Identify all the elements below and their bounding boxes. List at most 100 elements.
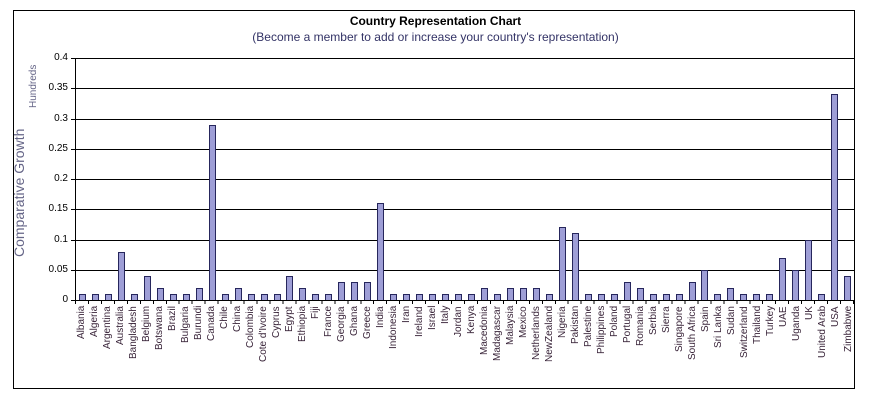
gridline: [76, 148, 854, 150]
bar-slot: [660, 293, 673, 300]
x-category-label: Turkey: [765, 306, 776, 337]
bar-Singapore: [675, 293, 683, 300]
bar-slot: [413, 293, 426, 300]
bar-Italy: [442, 293, 450, 300]
x-category-label: Bangladesh: [128, 306, 139, 359]
bar-slot: [322, 293, 335, 300]
y-tick-label: 0.05: [48, 263, 68, 275]
x-category-label: Greece: [362, 306, 373, 339]
x-category-label: Netherlands: [531, 306, 542, 360]
y-tick-mark: [71, 179, 75, 180]
x-category-label: Ethiopia: [297, 306, 308, 343]
bar-slot: [296, 287, 309, 300]
x-category-label: France: [323, 306, 334, 338]
x-category-label: Nigeria: [557, 306, 568, 338]
gridline: [76, 88, 854, 90]
y-tick-label: 0.35: [48, 82, 68, 94]
x-category-label: Zimbabwe: [843, 306, 854, 353]
x-category-label: Sudan: [726, 306, 737, 335]
y-tick-mark: [71, 239, 75, 241]
y-tick-label: 0.3: [54, 112, 68, 124]
bar-slot: [258, 293, 271, 300]
bar-slot: [206, 124, 219, 300]
bar-Mexico: [519, 287, 527, 300]
bar-slot: [595, 293, 608, 300]
bar-Kenya: [468, 293, 476, 300]
bar-slot: [154, 287, 167, 300]
bar-Greece: [364, 281, 372, 300]
bar-Bangladesh: [130, 293, 138, 300]
bar-slot: [128, 293, 141, 300]
x-category-label: Sri Lanka: [713, 306, 724, 349]
x-category-label: Cote d'Ivoire: [258, 306, 269, 362]
bar-Cote d'Ivoire: [260, 293, 268, 300]
x-category-label: Uganda: [791, 306, 802, 342]
bar-United Arab: [818, 293, 826, 300]
bar-USA: [831, 94, 839, 300]
y-tick-label: 0: [62, 294, 68, 305]
x-category-label: Kenya: [466, 306, 477, 335]
y-tick-label: 0.15: [48, 203, 68, 215]
x-category-label: Pakistan: [570, 306, 581, 345]
x-category-label: Chile: [219, 306, 230, 329]
bar-NewZealand: [545, 293, 553, 300]
x-category-label: Poland: [609, 306, 620, 338]
x-category-label: Albania: [76, 306, 87, 340]
gridline: [76, 179, 854, 180]
bar-Poland: [610, 293, 618, 300]
bar-Fiji: [312, 293, 320, 300]
bar-Chile: [221, 293, 229, 300]
bar-Albania: [78, 293, 86, 300]
bar-slot: [232, 287, 245, 300]
bar-Burundi: [195, 287, 203, 300]
chart-border: [13, 10, 855, 389]
bar-slot: [219, 293, 232, 300]
gridline: [76, 269, 854, 271]
bar-slot: [335, 281, 348, 300]
bar-slot: [245, 293, 258, 300]
bar-slot: [841, 275, 854, 300]
x-category-label: Israel: [427, 306, 438, 331]
bar-South Africa: [688, 281, 696, 300]
bar-Ghana: [351, 281, 359, 300]
bar-slot: [141, 275, 154, 300]
bar-slot: [465, 293, 478, 300]
x-category-label: Philippines: [596, 306, 607, 355]
x-category-label: Iran: [401, 306, 412, 324]
bar-slot: [76, 293, 89, 300]
y-tick-label: 0.4: [54, 52, 68, 63]
bar-slot: [167, 293, 180, 300]
bar-Zimbabwe: [844, 275, 852, 300]
bar-Jordan: [455, 293, 463, 300]
gridline: [76, 58, 854, 59]
bar-Uganda: [792, 269, 800, 300]
bar-slot: [530, 287, 543, 300]
bar-slot: [504, 287, 517, 300]
x-category-label: UAE: [778, 306, 789, 327]
bar-slot: [400, 293, 413, 300]
x-category-label: South Africa: [687, 306, 698, 360]
bar-slot: [686, 281, 699, 300]
x-category-label: NewZealand: [544, 306, 555, 363]
bar-slot: [776, 257, 789, 300]
x-category-label: Italy: [440, 306, 451, 325]
bar-slot: [621, 281, 634, 300]
bar-Bulgaria: [182, 293, 190, 300]
x-category-label: Ireland: [414, 306, 425, 337]
bar-slot: [802, 239, 815, 300]
bar-Spain: [701, 269, 709, 300]
y-tick-label: 0.2: [54, 173, 68, 184]
bar-slot: [284, 275, 297, 300]
bar-Serbia: [649, 293, 657, 300]
y-axis-tick-labels: 0 0.05 0.1 0.15 0.2 0.25 0.3 0.35 0.4: [0, 0, 75, 400]
y-tick-mark: [71, 58, 75, 59]
bar-slot: [724, 287, 737, 300]
bar-slot: [115, 251, 128, 300]
x-category-label: Brazil: [167, 306, 178, 332]
bar-slot: [491, 293, 504, 300]
bar-slot: [102, 293, 115, 300]
bar-Australia: [117, 251, 125, 300]
bar-Switzerland: [740, 293, 748, 300]
x-category-label: Serbia: [648, 306, 659, 335]
bar-Nigeria: [558, 227, 566, 300]
